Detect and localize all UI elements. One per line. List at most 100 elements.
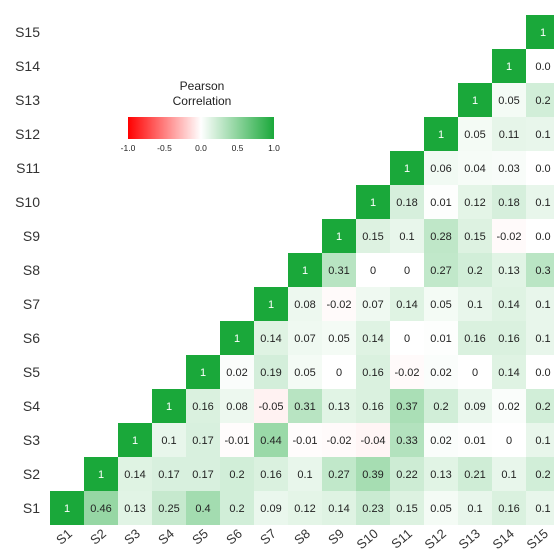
heatmap-cell-s7-s8 xyxy=(288,287,322,321)
cell-value-label: 0 xyxy=(404,333,410,345)
heatmap-cell-s4-s4 xyxy=(152,389,186,423)
cell-value-label: 0.33 xyxy=(396,435,417,447)
cell-value-label: 0.18 xyxy=(396,197,417,209)
cell-value-label: 0.39 xyxy=(362,469,383,481)
heatmap-cell-s9-s15 xyxy=(526,219,554,253)
column-label-s1: S1 xyxy=(53,526,75,548)
cell-value-label: 0.16 xyxy=(192,401,213,413)
cell-value-label: -0.02 xyxy=(326,435,351,447)
cell-value-label: 0.31 xyxy=(294,401,315,413)
cell-value-label: 0.25 xyxy=(158,503,179,515)
cell-value-label: 0.13 xyxy=(124,503,145,515)
cell-value-label: 1 xyxy=(506,61,512,73)
column-label-s4: S4 xyxy=(155,526,177,548)
heatmap-cell-s7-s9 xyxy=(322,287,356,321)
heatmap-cell-s2-s7 xyxy=(254,457,288,491)
heatmap-cell-s4-s10 xyxy=(356,389,390,423)
cell-value-label: 0.03 xyxy=(498,163,519,175)
cell-value-label: 0.21 xyxy=(464,469,485,481)
heatmap-cell-s2-s6 xyxy=(220,457,254,491)
heatmap-cell-s1-s12 xyxy=(424,491,458,525)
heatmap-cell-s15-s15 xyxy=(526,15,554,49)
heatmap-cell-s10-s12 xyxy=(424,185,458,219)
heatmap-cell-s1-s8 xyxy=(288,491,322,525)
heatmap-cell-s5-s5 xyxy=(186,355,220,389)
row-label-s9: S9 xyxy=(23,228,40,244)
heatmap-cell-s7-s15 xyxy=(526,287,554,321)
cell-value-label: 0.05 xyxy=(430,299,451,311)
column-labels: S1 S2 S3 S4 S5 S6 S7 S8 S9 S10 S11 S12 S13 S14 S15 xyxy=(53,526,551,552)
heatmap-cell-s8-s9 xyxy=(322,253,356,287)
heatmap-cell-s12-s12 xyxy=(424,117,458,151)
cell-value-label: 0.3 xyxy=(535,265,550,277)
heatmap-cell-s4-s6 xyxy=(220,389,254,423)
cell-value-label: 0.13 xyxy=(430,469,451,481)
heatmap-cell-s12-s15 xyxy=(526,117,554,151)
heatmap-cell-s9-s10 xyxy=(356,219,390,253)
heatmap-cell-s1-s6 xyxy=(220,491,254,525)
cell-value-label: 0.14 xyxy=(260,333,281,345)
heatmap-cell-s9-s11 xyxy=(390,219,424,253)
cell-value-label: 0.16 xyxy=(260,469,281,481)
cell-value-label: 0.13 xyxy=(498,265,519,277)
cell-value-label: 0.07 xyxy=(294,333,315,345)
cell-value-label: 0.15 xyxy=(362,231,383,243)
cell-value-label: 0.01 xyxy=(430,197,451,209)
cell-value-label: 0.05 xyxy=(294,367,315,379)
cell-value-label: 0.37 xyxy=(396,401,417,413)
cell-value-label: 1 xyxy=(132,435,138,447)
cell-value-label: -0.05 xyxy=(258,401,283,413)
heatmap-cell-s8-s12 xyxy=(424,253,458,287)
cell-value-label: 0.16 xyxy=(498,333,519,345)
cell-value-label: 0.31 xyxy=(328,265,349,277)
heatmap-cell-s3-s11 xyxy=(390,423,424,457)
legend-color-bar xyxy=(128,117,274,139)
heatmap-cell-s3-s15 xyxy=(526,423,554,457)
cell-value-label: 0 xyxy=(336,367,342,379)
cell-value-label: 0.05 xyxy=(430,503,451,515)
heatmap-cell-s1-s11 xyxy=(390,491,424,525)
cell-value-label: 0.17 xyxy=(158,469,179,481)
heatmap-cell-s6-s9 xyxy=(322,321,356,355)
heatmap-cell-s3-s9 xyxy=(322,423,356,457)
cell-value-label: 1 xyxy=(472,95,478,107)
legend-tick-label: -1.0 xyxy=(121,143,136,153)
heatmap-cell-s5-s10 xyxy=(356,355,390,389)
cell-value-label: 0.14 xyxy=(362,333,383,345)
cells-layer: 1 0.46 0.13 0.25 0.4 0.2 0.09 0.12 0.14 0.23 0.15 0… xyxy=(50,15,554,525)
heatmap-cell-s3-s7 xyxy=(254,423,288,457)
cell-value-label: 0.46 xyxy=(90,503,111,515)
heatmap-cell-s7-s12 xyxy=(424,287,458,321)
cell-value-label: 0.1 xyxy=(161,435,176,447)
legend-title-line2: Correlation xyxy=(173,94,232,108)
cell-value-label: 0 xyxy=(404,265,410,277)
heatmap-cell-s2-s10 xyxy=(356,457,390,491)
column-label-s14: S14 xyxy=(490,526,517,552)
color-legend: Pearson Correlation -1.0 -0.5 0.0 0.5 1.0 xyxy=(121,79,281,153)
heatmap-cell-s2-s3 xyxy=(118,457,152,491)
cell-value-label: 0.1 xyxy=(535,299,550,311)
heatmap-cell-s1-s2 xyxy=(84,491,118,525)
row-labels: S15 S14 S13 S12 S11 S10 S9 S8 S7 S6 S5 S4 S3 S2 S1 xyxy=(15,24,40,516)
heatmap-cell-s3-s10 xyxy=(356,423,390,457)
cell-value-label: -0.02 xyxy=(326,299,351,311)
heatmap-cell-s7-s10 xyxy=(356,287,390,321)
heatmap-cell-s4-s5 xyxy=(186,389,220,423)
heatmap-cell-s12-s14 xyxy=(492,117,526,151)
cell-value-label: 0.1 xyxy=(399,231,414,243)
heatmap-cell-s2-s5 xyxy=(186,457,220,491)
cell-value-label: 0.27 xyxy=(328,469,349,481)
cell-value-label: 0.1 xyxy=(535,333,550,345)
heatmap-cell-s4-s14 xyxy=(492,389,526,423)
heatmap-cell-s14-s14 xyxy=(492,49,526,83)
column-label-s12: S12 xyxy=(422,526,449,552)
row-label-s1: S1 xyxy=(23,500,40,516)
row-label-s8: S8 xyxy=(23,262,40,278)
cell-value-label: 1 xyxy=(540,27,546,39)
heatmap-cell-s7-s11 xyxy=(390,287,424,321)
heatmap-cell-s2-s15 xyxy=(526,457,554,491)
column-label-s3: S3 xyxy=(121,526,143,548)
cell-value-label: 0.28 xyxy=(430,231,451,243)
cell-value-label: -0.01 xyxy=(224,435,249,447)
heatmap-cell-s1-s14 xyxy=(492,491,526,525)
